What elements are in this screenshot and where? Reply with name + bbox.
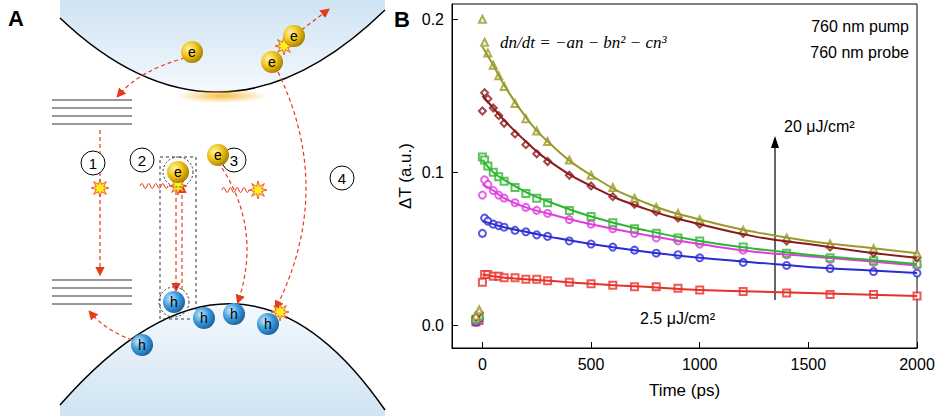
svg-text:2.5 μJ/cm²: 2.5 μJ/cm² <box>640 310 716 327</box>
svg-text:1500: 1500 <box>791 356 827 373</box>
svg-text:0.1: 0.1 <box>422 164 444 181</box>
svg-text:h: h <box>230 306 238 322</box>
svg-text:e: e <box>268 54 276 70</box>
svg-text:A: A <box>8 6 24 31</box>
svg-text:2: 2 <box>138 152 146 169</box>
svg-text:1000: 1000 <box>682 356 718 373</box>
svg-text:2000: 2000 <box>899 356 935 373</box>
svg-text:20 μJ/cm²: 20 μJ/cm² <box>784 118 855 135</box>
svg-text:dn/dt = −an − bn² − cn³: dn/dt = −an − bn² − cn³ <box>500 33 667 52</box>
svg-text:ΔT (a.u.): ΔT (a.u.) <box>396 143 415 209</box>
svg-text:e: e <box>174 164 182 180</box>
svg-text:4: 4 <box>338 170 346 187</box>
svg-text:760 nm probe: 760 nm probe <box>810 44 909 61</box>
svg-text:e: e <box>214 147 222 163</box>
svg-text:e: e <box>290 28 298 44</box>
svg-text:0: 0 <box>478 356 487 373</box>
svg-text:500: 500 <box>578 356 605 373</box>
svg-text:h: h <box>138 337 146 353</box>
svg-text:e: e <box>188 44 196 60</box>
svg-text:Time (ps): Time (ps) <box>649 381 720 400</box>
svg-text:760 nm pump: 760 nm pump <box>811 18 909 35</box>
svg-text:3: 3 <box>230 152 238 169</box>
svg-text:0.2: 0.2 <box>422 11 444 28</box>
svg-text:h: h <box>264 316 272 332</box>
svg-text:1: 1 <box>89 155 97 172</box>
svg-text:B: B <box>394 7 410 32</box>
svg-text:h: h <box>170 294 178 310</box>
svg-text:h: h <box>200 310 208 326</box>
svg-text:0.0: 0.0 <box>422 317 444 334</box>
